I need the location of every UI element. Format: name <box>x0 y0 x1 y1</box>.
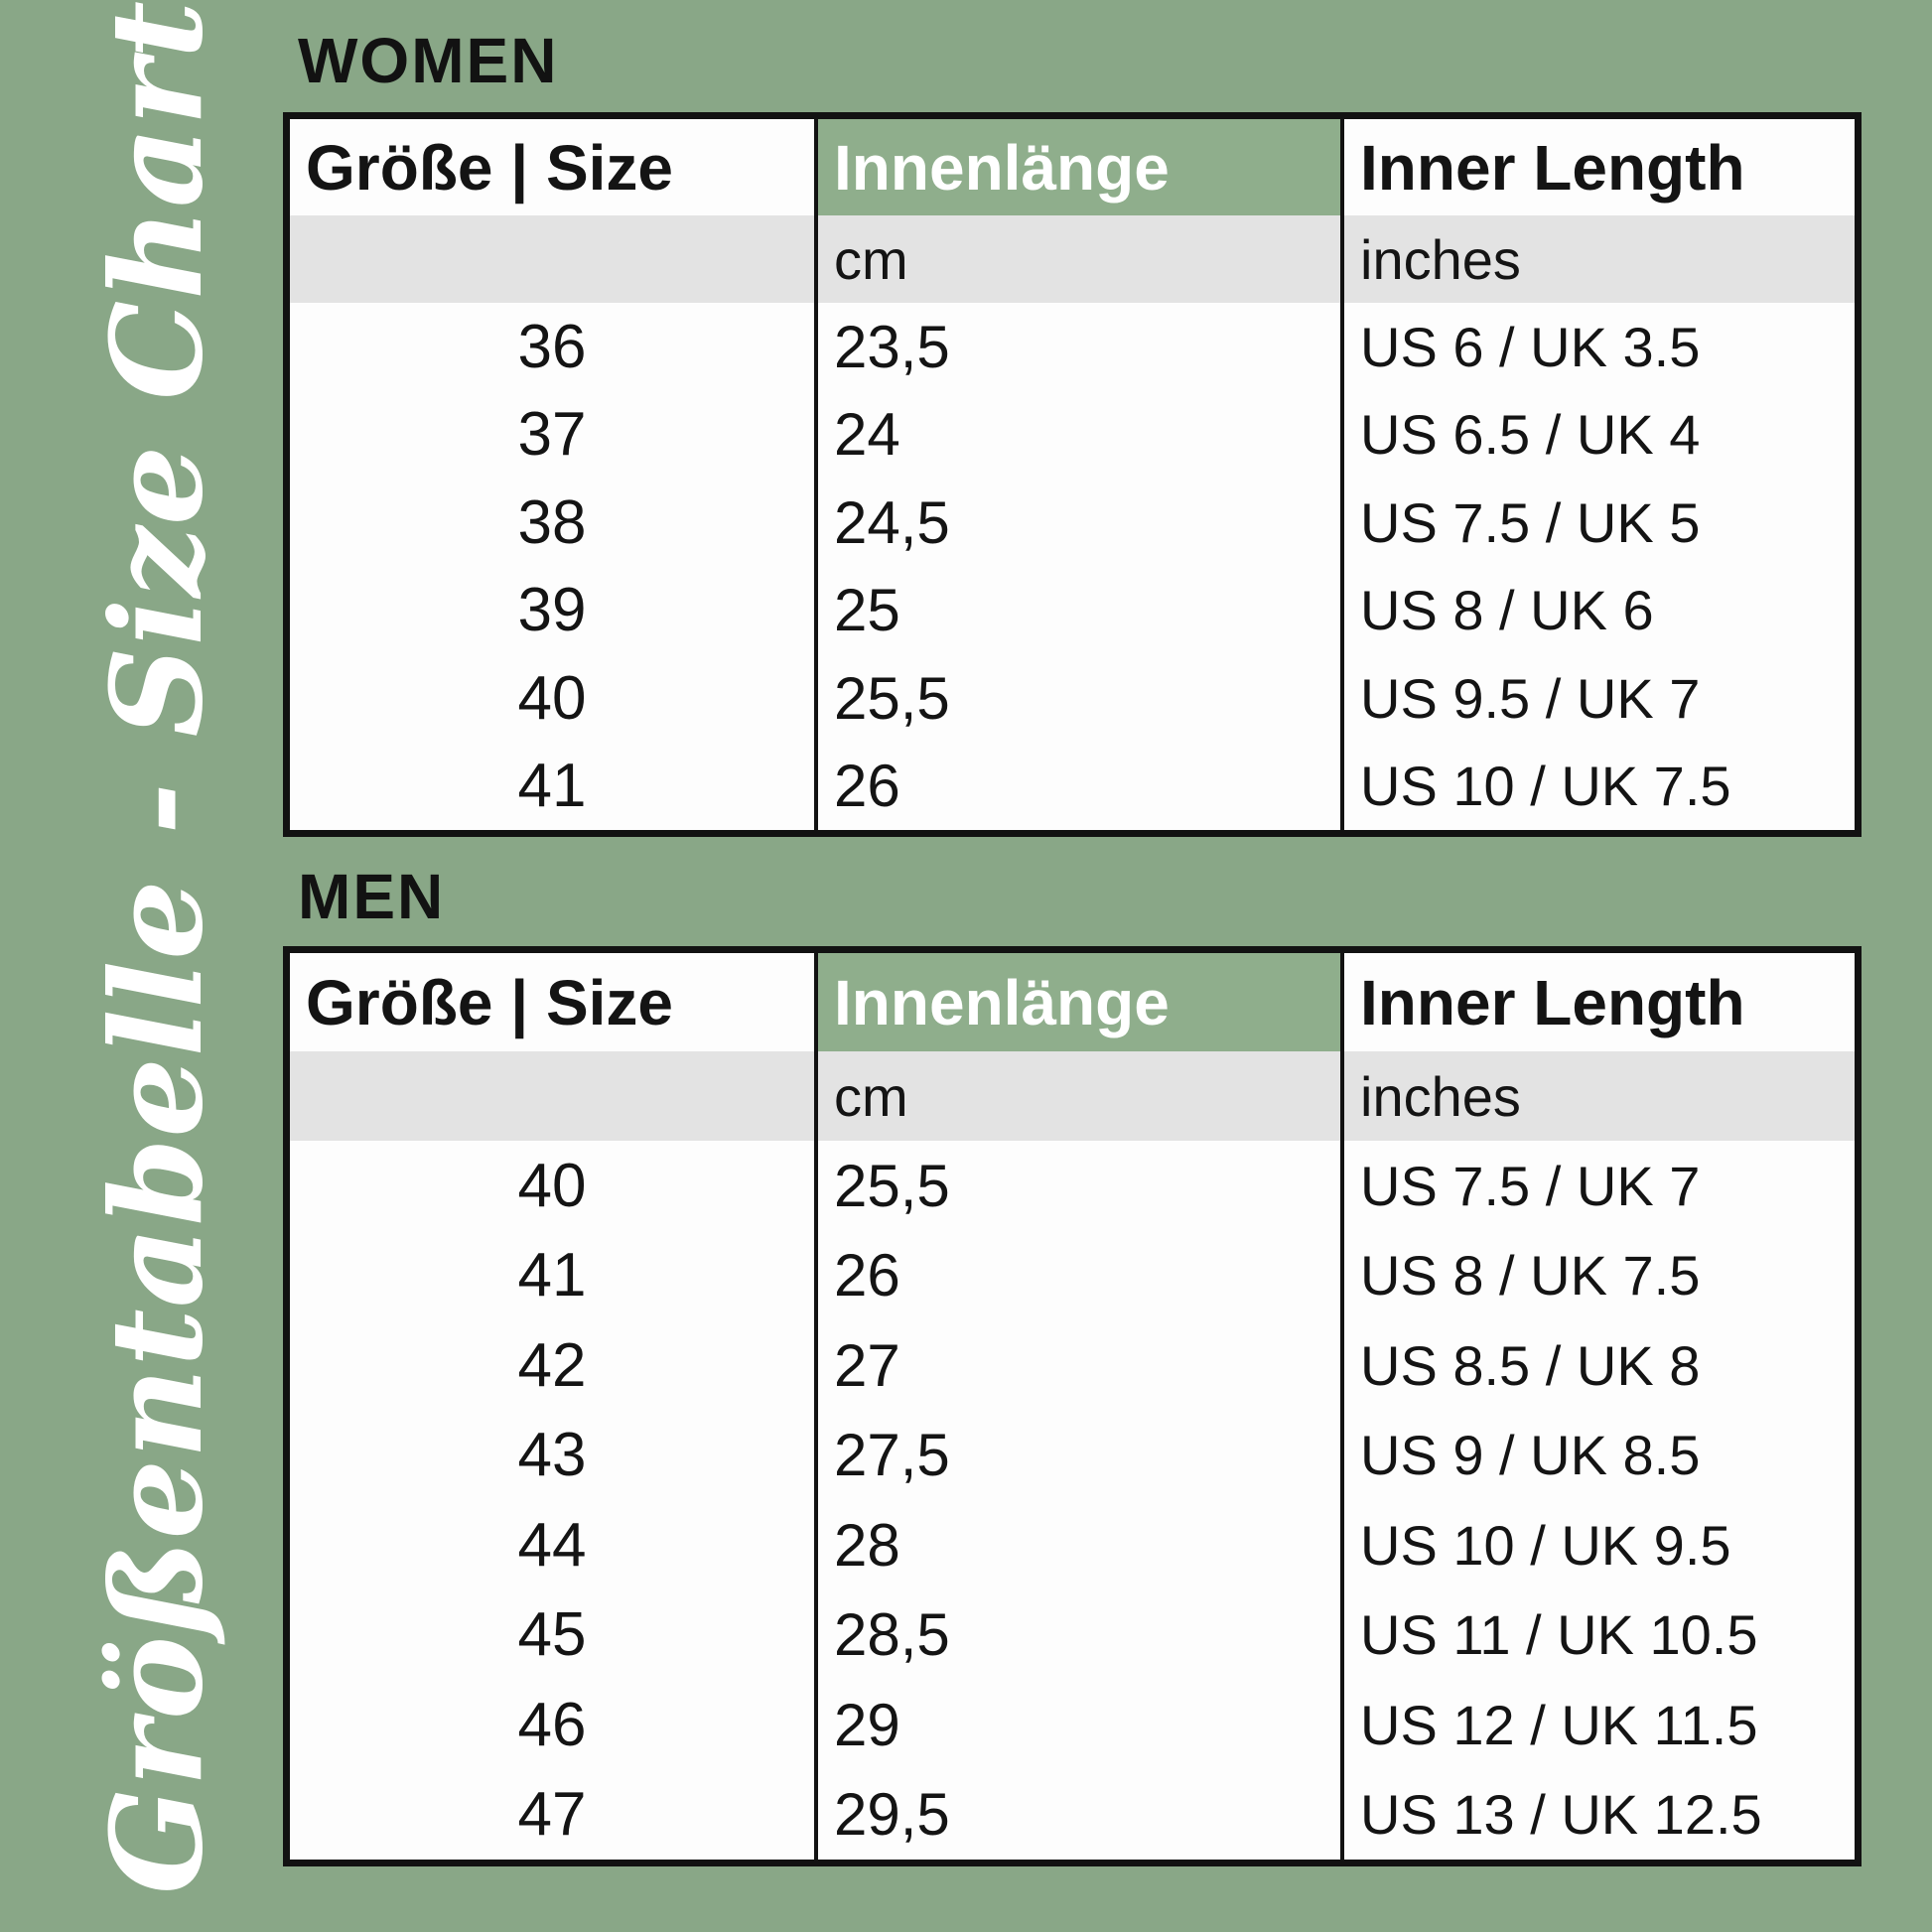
table-cell-size: 38 <box>290 479 814 567</box>
table-cell-size: 44 <box>290 1500 814 1590</box>
table-cell-size: 39 <box>290 566 814 654</box>
table-cell-inches: US 6 / UK 3.5 <box>1340 303 1855 391</box>
table-cell-size: 40 <box>290 1141 814 1231</box>
table-cell-inches: US 7.5 / UK 5 <box>1340 479 1855 567</box>
women-unit-cm: cm <box>814 215 1340 303</box>
table-cell-cm: 27 <box>814 1320 1340 1411</box>
men-unit-empty-cell <box>290 1051 814 1141</box>
table-cell-cm: 24,5 <box>814 479 1340 567</box>
men-size-table: Größe | Size Innenlänge Inner Length cm … <box>283 946 1862 1866</box>
table-cell-cm: 25,5 <box>814 654 1340 743</box>
table-cell-inches: US 9 / UK 8.5 <box>1340 1410 1855 1500</box>
men-unit-cm: cm <box>814 1051 1340 1141</box>
table-cell-cm: 26 <box>814 1230 1340 1320</box>
table-cell-inches: US 8 / UK 7.5 <box>1340 1230 1855 1320</box>
table-cell-size: 41 <box>290 742 814 830</box>
men-header-size: Größe | Size <box>290 953 814 1051</box>
table-cell-inches: US 7.5 / UK 7 <box>1340 1141 1855 1231</box>
table-cell-inches: US 12 / UK 11.5 <box>1340 1680 1855 1770</box>
men-header-inner-length: Inner Length <box>1340 953 1855 1051</box>
men-section-label: MEN <box>298 861 446 932</box>
women-unit-inches: inches <box>1340 215 1855 303</box>
table-cell-cm: 29 <box>814 1680 1340 1770</box>
women-unit-empty-cell <box>290 215 814 303</box>
vertical-title: Größentabelle - Size Chart <box>83 0 230 1894</box>
table-cell-cm: 29,5 <box>814 1769 1340 1860</box>
table-cell-inches: US 11 / UK 10.5 <box>1340 1589 1855 1680</box>
table-cell-size: 36 <box>290 303 814 391</box>
table-cell-cm: 28,5 <box>814 1589 1340 1680</box>
men-header-innenlaenge: Innenlänge <box>814 953 1340 1051</box>
table-cell-size: 37 <box>290 390 814 479</box>
table-cell-size: 43 <box>290 1410 814 1500</box>
table-cell-size: 47 <box>290 1769 814 1860</box>
men-unit-inches: inches <box>1340 1051 1855 1141</box>
table-cell-inches: US 10 / UK 9.5 <box>1340 1500 1855 1590</box>
table-cell-cm: 26 <box>814 742 1340 830</box>
table-cell-cm: 23,5 <box>814 303 1340 391</box>
table-cell-inches: US 10 / UK 7.5 <box>1340 742 1855 830</box>
table-cell-cm: 27,5 <box>814 1410 1340 1500</box>
table-cell-size: 42 <box>290 1320 814 1411</box>
table-cell-cm: 24 <box>814 390 1340 479</box>
table-cell-size: 40 <box>290 654 814 743</box>
table-cell-inches: US 13 / UK 12.5 <box>1340 1769 1855 1860</box>
table-cell-inches: US 6.5 / UK 4 <box>1340 390 1855 479</box>
table-cell-cm: 28 <box>814 1500 1340 1590</box>
table-cell-size: 46 <box>290 1680 814 1770</box>
women-header-inner-length: Inner Length <box>1340 119 1855 215</box>
table-cell-inches: US 9.5 / UK 7 <box>1340 654 1855 743</box>
women-header-innenlaenge: Innenlänge <box>814 119 1340 215</box>
women-section-label: WOMEN <box>298 25 559 96</box>
table-cell-size: 41 <box>290 1230 814 1320</box>
table-cell-inches: US 8.5 / UK 8 <box>1340 1320 1855 1411</box>
women-size-table: Größe | Size Innenlänge Inner Length cm … <box>283 112 1862 837</box>
table-cell-cm: 25,5 <box>814 1141 1340 1231</box>
table-cell-cm: 25 <box>814 566 1340 654</box>
women-header-size: Größe | Size <box>290 119 814 215</box>
table-cell-size: 45 <box>290 1589 814 1680</box>
table-cell-inches: US 8 / UK 6 <box>1340 566 1855 654</box>
